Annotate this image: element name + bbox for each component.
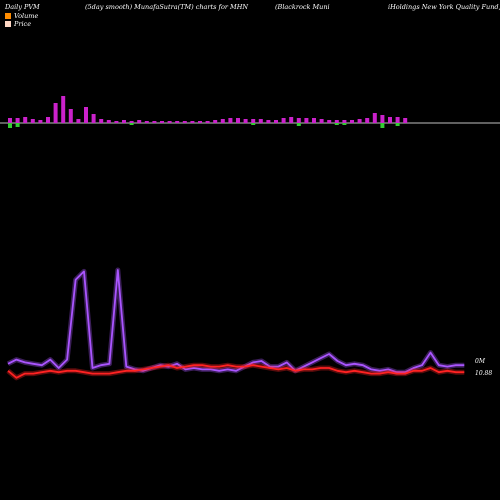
volume-bar-up [114, 121, 119, 123]
volume-bar-up [106, 120, 111, 123]
volume-bar-up [213, 120, 218, 123]
volume-bar-up [68, 109, 73, 123]
volume-bar-up [274, 120, 278, 123]
volume-bar-down [342, 123, 347, 125]
volume-bar-up [342, 120, 347, 123]
volume-bar-up [84, 107, 88, 123]
volume-bar-up [46, 117, 50, 123]
volume-bar-up [144, 121, 149, 123]
legend-price-label: Price [14, 20, 32, 28]
volume-bar-up [327, 120, 332, 123]
volume-bar-up [357, 119, 362, 123]
volume-bar-up [281, 118, 286, 123]
volume-bar-down [334, 123, 339, 125]
volume-bar-up [388, 117, 392, 123]
volume-bar-down [15, 123, 20, 127]
volume-bar-up [236, 118, 240, 123]
volume-bar-up [296, 118, 301, 123]
volume-bar-up [175, 121, 180, 123]
volume-bar-up [91, 114, 96, 123]
volume-bar-up [152, 121, 157, 123]
legend-price-swatch [5, 21, 11, 27]
volume-bar-up [289, 117, 294, 123]
volume-bar-up [395, 117, 400, 123]
volume-bar-up [53, 103, 58, 123]
volume-bar-up [365, 118, 370, 123]
volume-bar-up [380, 115, 385, 123]
volume-bar-down [380, 123, 385, 128]
legend-volume: Volume [5, 12, 38, 20]
volume-bar-up [99, 119, 104, 123]
volume-bar-up [228, 118, 233, 123]
volume-line [7, 269, 465, 374]
volume-bar-up [160, 121, 164, 123]
volume-bar-up [372, 113, 377, 123]
volume-bar-up [350, 120, 354, 123]
volume-bar-up [137, 120, 142, 123]
price-end-label: 10.88 [475, 370, 493, 377]
volume-bar-up [30, 119, 35, 123]
legend-volume-label: Volume [14, 12, 39, 20]
volume-bar-up [251, 119, 256, 123]
volume-bar-up [403, 118, 408, 123]
volume-end-label: 0M [475, 358, 485, 365]
volume-bar-down [8, 123, 12, 128]
volume-bar-up [198, 121, 202, 123]
volume-bar-up [312, 118, 316, 123]
volume-bar-up [266, 120, 271, 123]
volume-bar-up [167, 121, 172, 123]
chart-title-left: Daily PVM [5, 3, 40, 11]
volume-bar-up [190, 121, 195, 123]
chart-title-company-cont: iHoldings New York Quality Fund, Inc.) [388, 3, 500, 11]
volume-bar-up [129, 121, 134, 123]
volume-bar-up [122, 120, 126, 123]
volume-bar-up [319, 119, 324, 123]
volume-bar-up [61, 96, 66, 123]
volume-bar-up [304, 118, 309, 123]
volume-bar-down [395, 123, 400, 126]
volume-bar-up [182, 121, 187, 123]
volume-bar-up [23, 117, 28, 123]
chart-title-company: (Blackrock Muni [275, 3, 330, 11]
chart-title-main: (5day smooth) MunafaSutra(TM) charts for… [85, 3, 249, 11]
volume-bar-down [129, 123, 134, 125]
volume-line-glow [6, 267, 465, 375]
volume-bar-up [76, 119, 81, 123]
volume-bar-up [258, 119, 263, 123]
legend-price: Price [5, 20, 31, 28]
volume-bar-up [220, 119, 225, 123]
volume-bar-up [8, 118, 12, 123]
volume-bar-up [243, 119, 248, 123]
volume-bar-up [38, 120, 43, 123]
volume-bar-up [15, 118, 20, 123]
price-line [7, 364, 465, 379]
volume-bar-down [296, 123, 301, 126]
volume-bar-down [251, 123, 256, 125]
volume-bar-up [334, 120, 339, 123]
legend-volume-swatch [5, 13, 11, 19]
volume-bar-up [205, 121, 210, 123]
